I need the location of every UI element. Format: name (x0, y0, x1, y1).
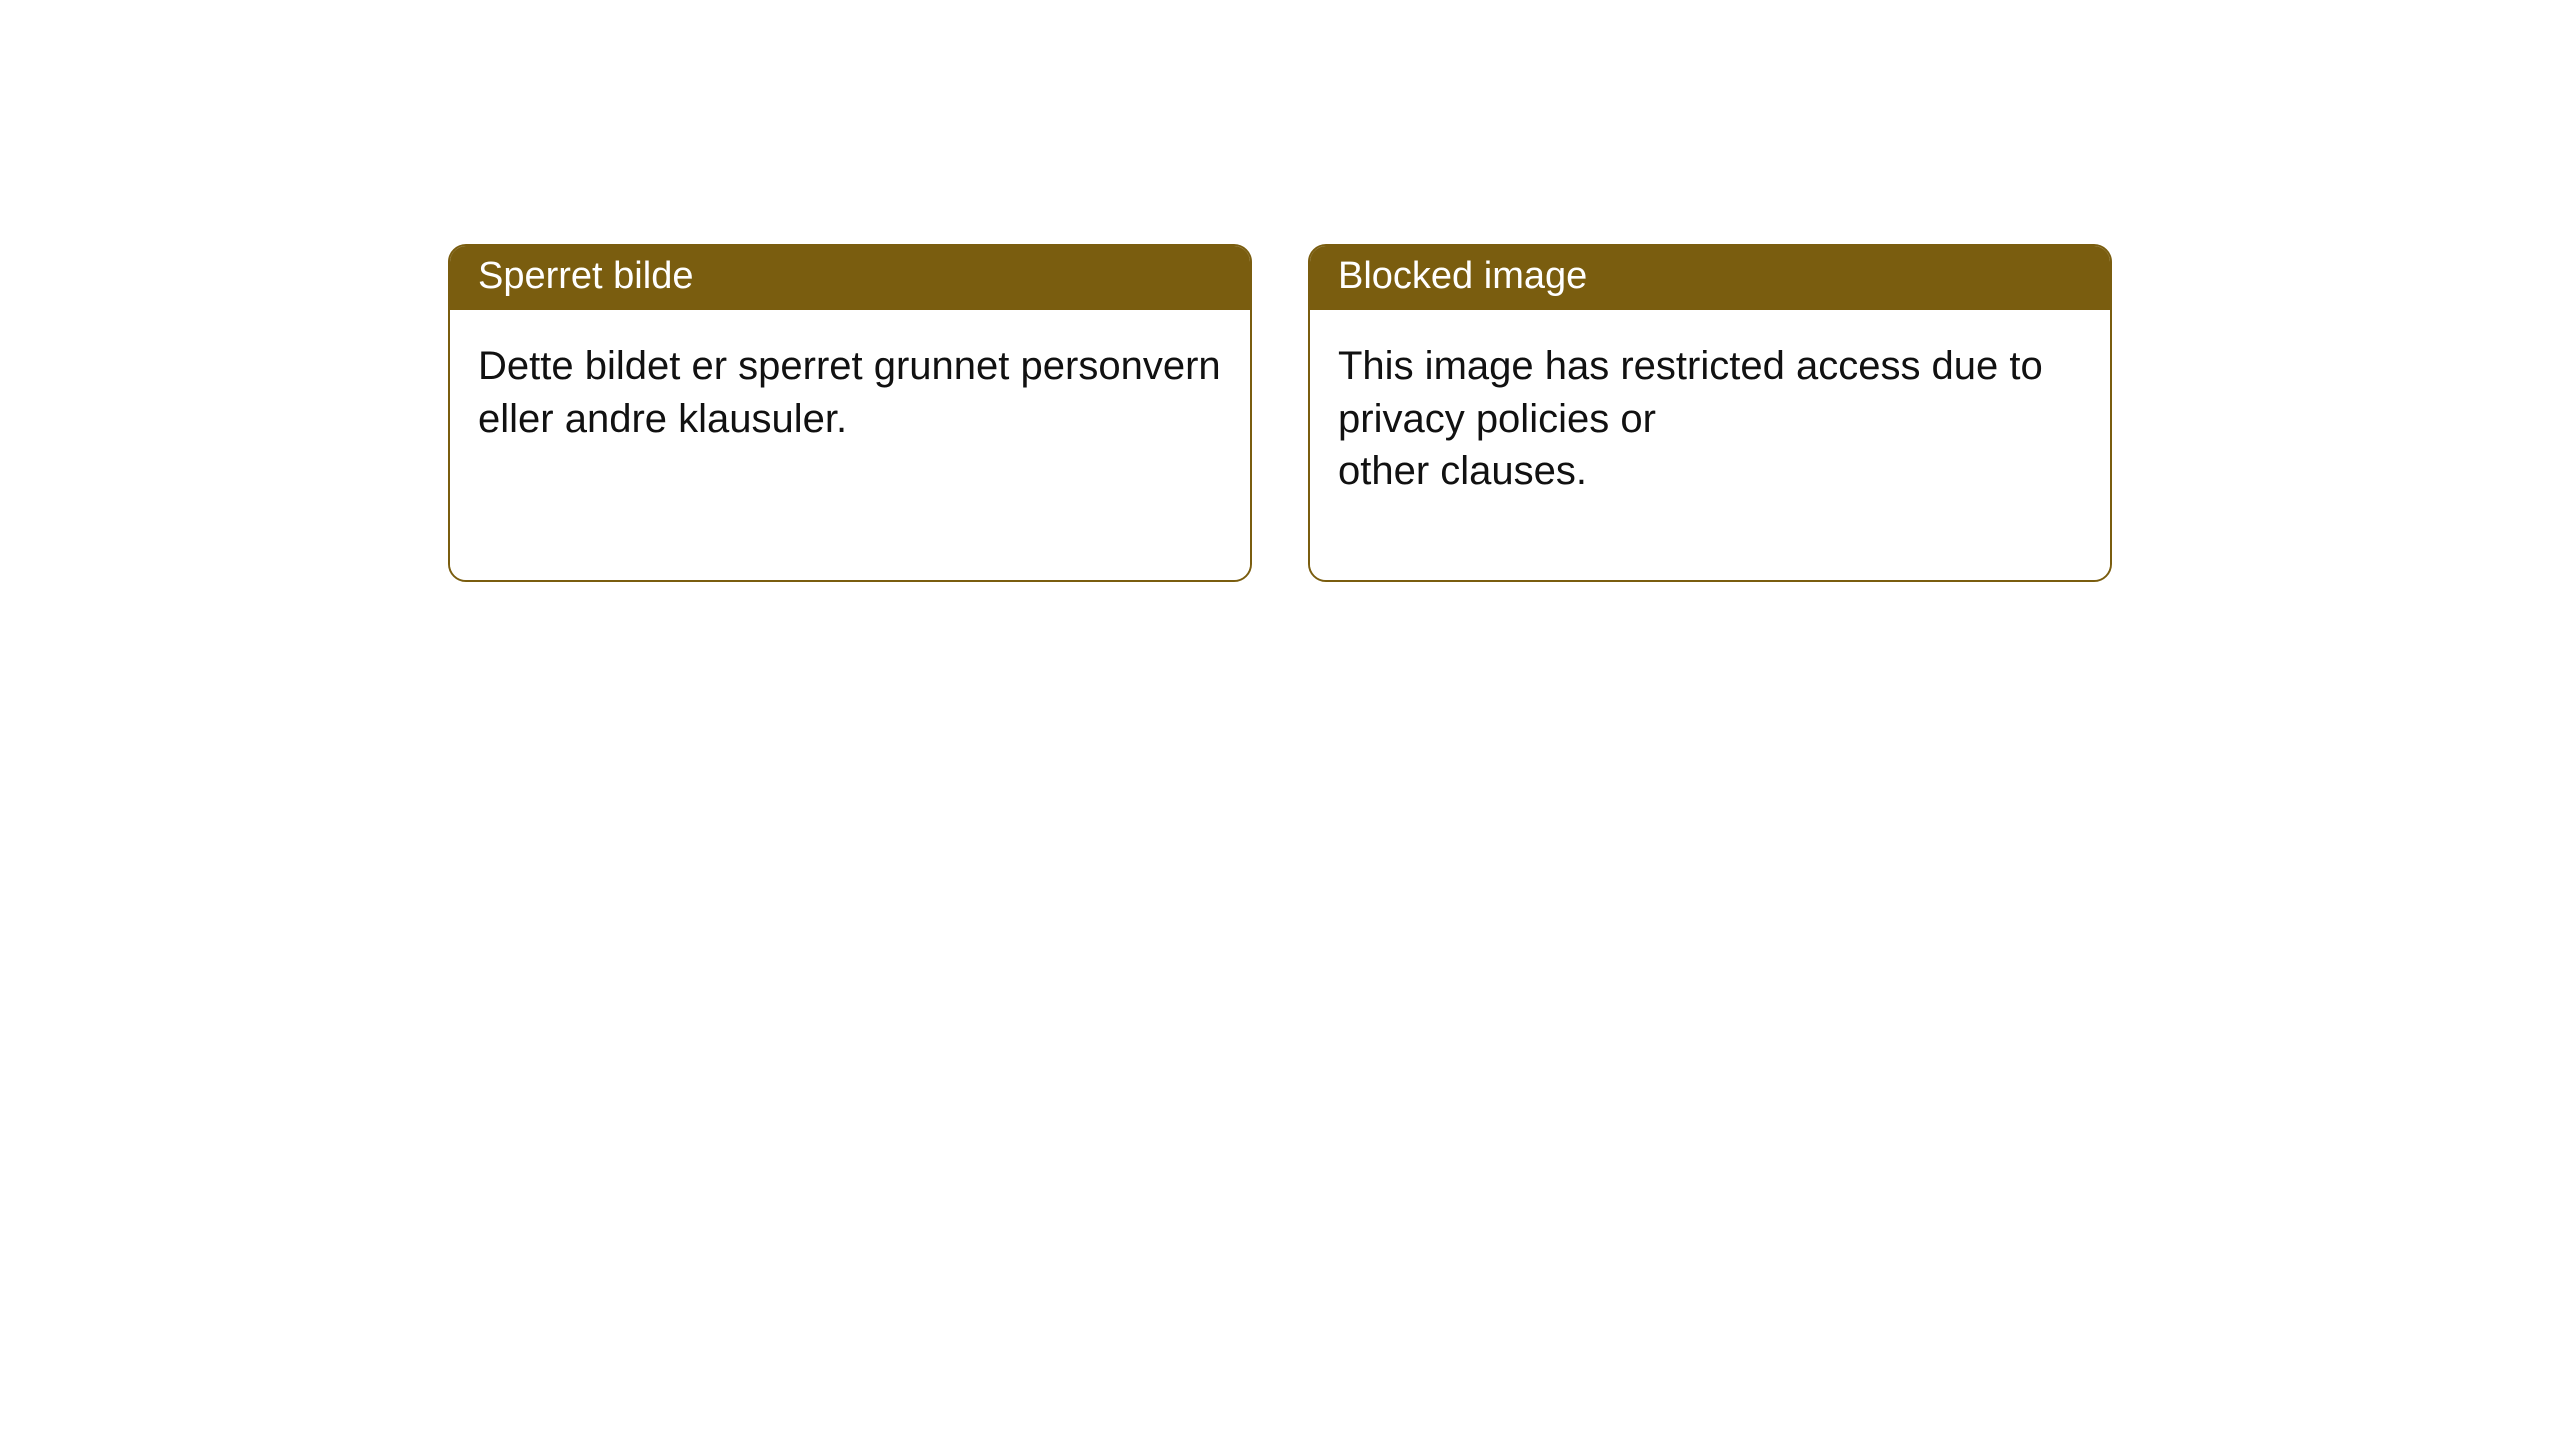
card-title: Blocked image (1310, 246, 2110, 310)
notice-card-norwegian: Sperret bilde Dette bildet er sperret gr… (448, 244, 1252, 582)
notice-cards-row: Sperret bilde Dette bildet er sperret gr… (0, 0, 2560, 582)
card-body-text: Dette bildet er sperret grunnet personve… (450, 310, 1250, 580)
notice-card-english: Blocked image This image has restricted … (1308, 244, 2112, 582)
card-title: Sperret bilde (450, 246, 1250, 310)
card-body-text: This image has restricted access due to … (1310, 310, 2110, 580)
